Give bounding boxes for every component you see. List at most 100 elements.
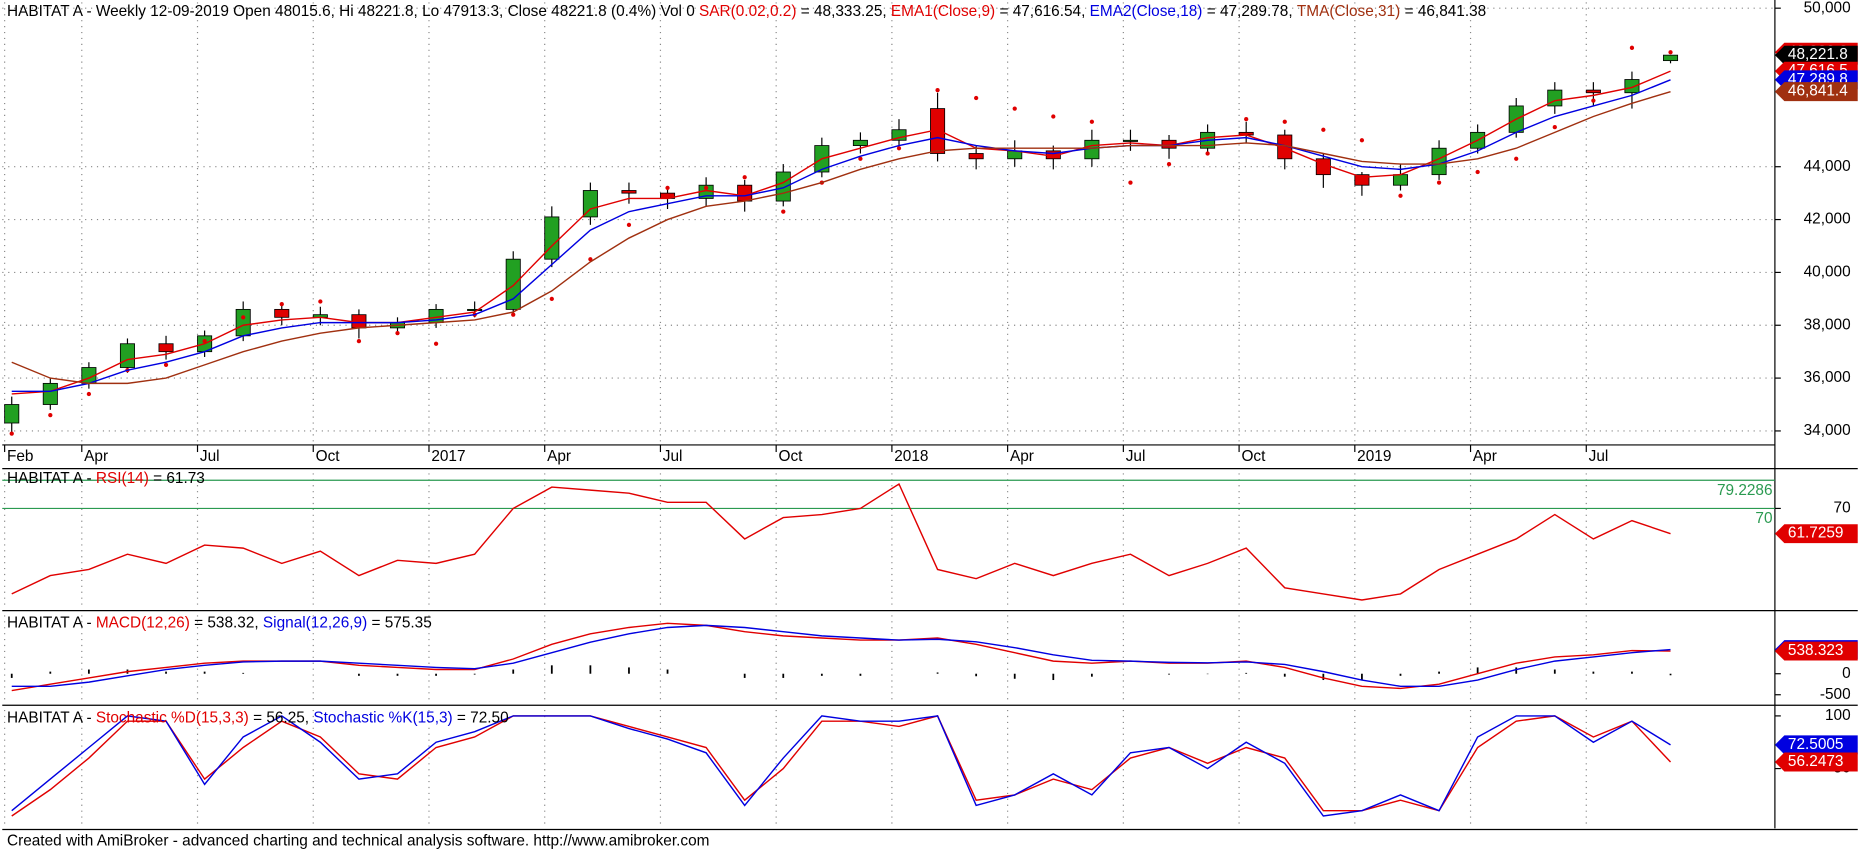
x-tick-label: 2017 [431,448,465,465]
y-tick-label: 50,000 [1804,0,1851,16]
sar-dot [1398,193,1403,198]
candle-body [1315,158,1331,176]
candle-body [158,343,174,353]
sar-dot [549,296,554,301]
sar-dot [896,146,902,151]
candle-body [737,184,753,202]
x-tick-label: Apr [1473,448,1497,465]
candle-body [1624,79,1640,94]
value-badge [1774,641,1858,661]
sar-dot [1128,180,1133,185]
sar-dot [1205,151,1210,156]
header-part: MACD(12,26) [96,615,190,632]
sar-dot [279,301,284,307]
sar-dot [1629,45,1635,50]
series-line [11,715,1671,817]
header-part: = 538.32, [190,615,263,632]
x-tick-label: Apr [547,448,571,465]
candle-body [1585,89,1601,94]
sar-dot [742,175,747,180]
x-tick-label: Jul [200,448,220,465]
sar-dot [935,87,940,93]
header-part: Stochastic %K(15,3) [313,709,452,726]
candle-body [42,382,58,405]
value-badge-label: 538.323 [1788,642,1844,659]
x-tick-label: Feb [7,448,34,465]
sar-dot [1668,50,1673,55]
sar-dot [781,209,786,214]
candle-body [1122,139,1138,142]
candle-body [235,308,251,337]
header-part: Stochastic %D(15,3,3) [96,709,249,726]
value-badge-label: 46,841.4 [1788,83,1848,100]
sar-dot [1051,114,1056,119]
sar-dot [1514,156,1519,161]
value-badge-label: 61.7259 [1788,525,1844,542]
sar-dot [703,185,709,190]
pane-header: HABITAT A - Stochastic %D(15,3,3) = 56.2… [7,709,509,726]
candle-body [119,343,135,368]
sar-dot [665,185,670,190]
series-line [11,482,1671,601]
y-tick-label: 70 [1834,499,1851,516]
x-tick-label: 2019 [1357,448,1391,465]
candle-body [1392,174,1409,186]
header-part: EMA2(Close,18) [1090,3,1203,20]
candle-body [582,190,598,218]
header-part: = 46,841.38 [1400,3,1486,20]
sar-dot [163,362,169,368]
value-badge-label: 48,221.8 [1788,46,1848,63]
x-tick-label: Jul [663,448,683,465]
value-badge [1774,752,1858,772]
candle-body [852,139,868,146]
candle-body [891,129,907,141]
level-label: 70 [1755,510,1772,527]
x-tick-label: Apr [1010,448,1034,465]
header-part: = 48,333.25, [796,3,890,20]
sar-dot [318,299,323,304]
header-part: TMA(Close,31) [1297,3,1400,20]
value-badge-label: 72.5005 [1788,736,1844,753]
sar-dot [1475,169,1480,175]
sar-dot [241,315,246,320]
value-badge [1774,735,1858,755]
y-tick-label: 44,000 [1804,158,1851,175]
x-tick-label: Oct [1241,448,1266,465]
sar-dot [1282,119,1287,124]
y-tick-label: 100 [1825,707,1851,724]
series-line [11,90,1671,385]
header-part: Signal(12,26,9) [263,615,367,632]
pane-header: HABITAT A - MACD(12,26) = 538.32, Signal… [7,615,432,632]
value-badge [1774,524,1858,544]
candle-body [1663,54,1679,62]
header-part: EMA1(Close,9) [891,3,995,20]
x-tick-label: Oct [779,448,804,465]
header-part: = 47,289.78, [1202,3,1296,20]
header-part: HABITAT A - Weekly 12-09-2019 Open 48015… [7,3,699,20]
sar-dot [86,391,92,397]
value-badge [1774,82,1858,102]
x-tick-label: Jul [1589,448,1609,465]
header-part: HABITAT A - [7,709,96,726]
series-line [11,624,1671,688]
sar-dot [356,338,362,344]
sar-dot [588,257,593,262]
candle-body [621,190,637,194]
header-part: = 56.25, [249,709,314,726]
header-part: SAR(0.02,0.2) [699,3,796,20]
sar-dot [1012,106,1017,111]
sar-dot [1359,138,1365,143]
candle-body [4,404,20,424]
sar-dot [858,156,863,161]
candle-body [467,308,483,311]
y-tick-label: 38,000 [1804,316,1851,333]
sar-dot [395,331,400,336]
sar-dot [202,338,207,344]
sar-dot [626,222,632,227]
y-tick-label: -500 [1820,686,1851,703]
pane-header: HABITAT A - RSI(14) = 61.73 [7,470,205,487]
y-tick-label: 34,000 [1804,422,1851,439]
